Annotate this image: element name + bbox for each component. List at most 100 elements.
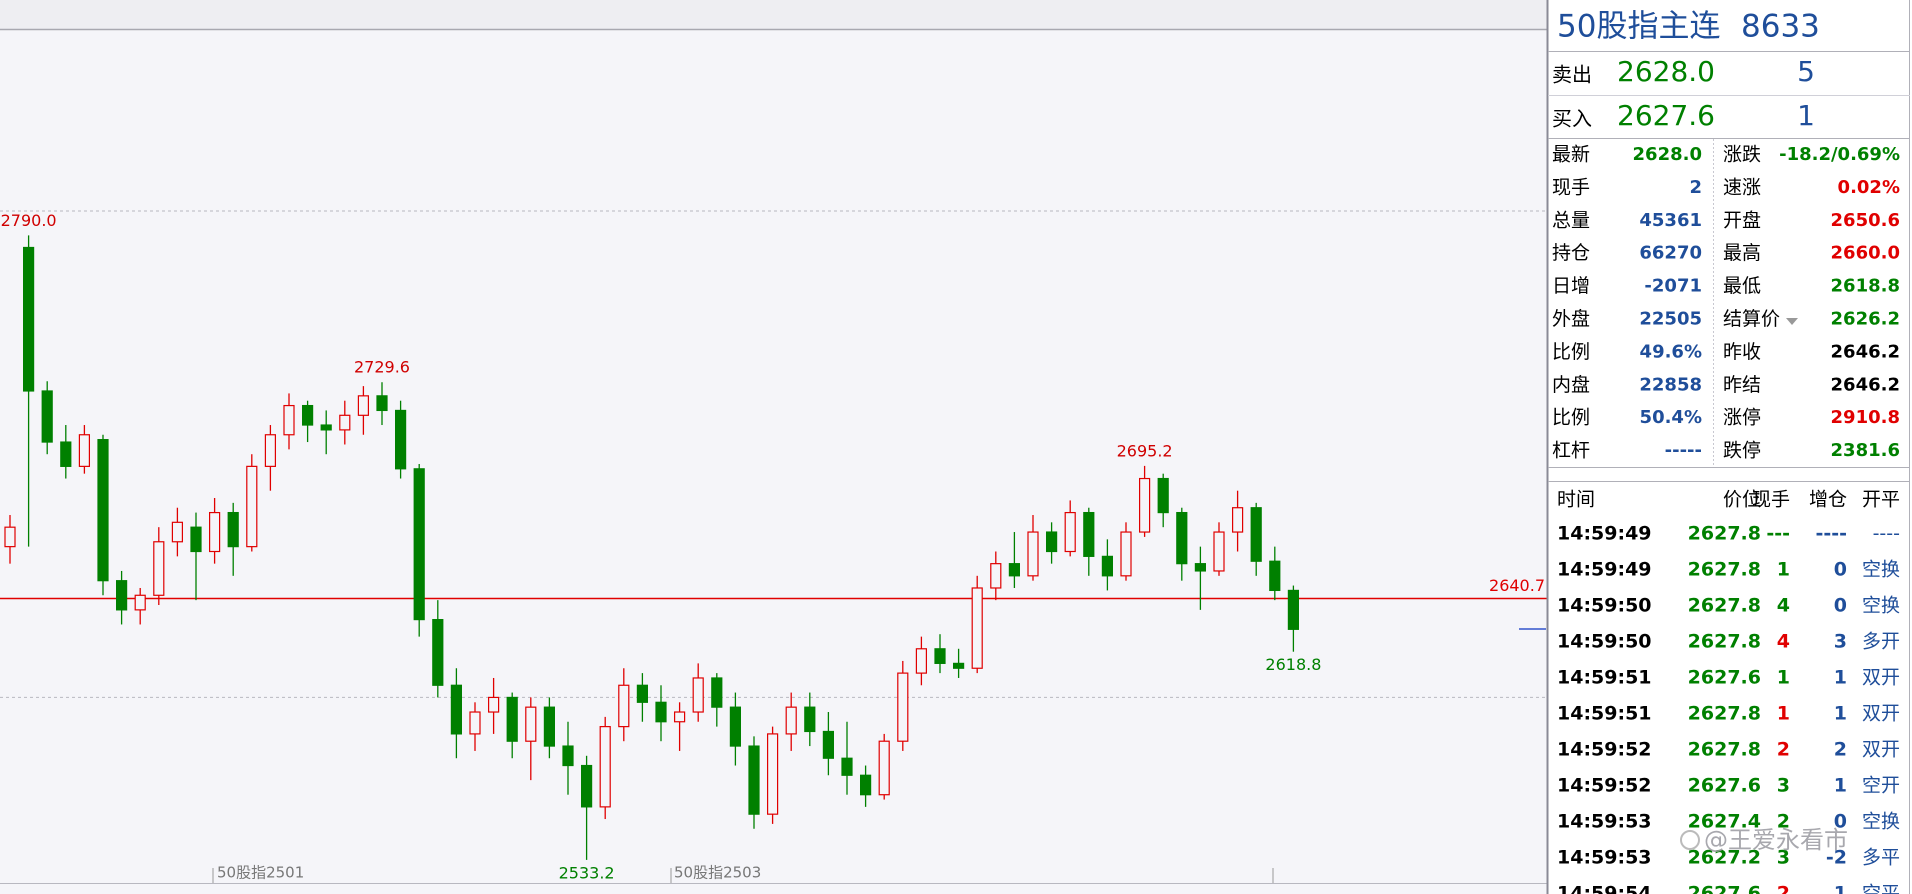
watermark-icon <box>1680 830 1700 850</box>
sell-price: 2628.0 <box>1617 55 1715 88</box>
trade-price: 2627.6 <box>1688 775 1761 797</box>
candle-body <box>580 764 593 808</box>
instrument-name: 50股指主连 <box>1557 9 1720 45</box>
candle-body <box>227 511 239 548</box>
trade-oi: 1 <box>1834 883 1847 894</box>
stat-value: 22505 <box>1639 309 1702 330</box>
candle-body <box>432 618 444 686</box>
stat-value: ----- <box>1665 440 1702 461</box>
trade-price: 2627.6 <box>1688 883 1761 894</box>
plot: 2640.7 2790.0 2729.6 2695.2 2533.2 2618.8 50股指… <box>0 210 1547 882</box>
trade-kind: 双开 <box>1862 703 1900 725</box>
dropdown-icon[interactable] <box>1786 318 1798 325</box>
candle-body <box>785 706 797 735</box>
stat-label: 内盘 <box>1552 374 1590 396</box>
candle-body <box>990 563 1002 589</box>
quote-panel <box>1547 0 1912 894</box>
trade-time: 14:59:51 <box>1557 667 1652 689</box>
candle-body <box>729 706 742 747</box>
stat-label: 昨结 <box>1723 374 1761 396</box>
trade-time: 14:59:53 <box>1557 811 1652 833</box>
stat-value: 50.4% <box>1640 407 1702 428</box>
trade-oi: 0 <box>1834 559 1847 581</box>
quote-content: 50股指主连 8633 卖出 2628.0 5 买入 2627.6 1 最新 2628.0 涨跌 -1… <box>1552 9 1900 894</box>
candle-body <box>618 684 630 728</box>
stat-value: 2660.0 <box>1831 243 1900 264</box>
trade-price: 2627.4 <box>1688 811 1761 833</box>
trade-price: 2627.8 <box>1688 559 1761 581</box>
candle-body <box>1250 507 1262 562</box>
candle-body <box>878 740 890 796</box>
candle-body <box>413 468 425 621</box>
stat-value: 0.02% <box>1838 177 1900 198</box>
candle-body <box>1157 477 1169 514</box>
candle-body <box>395 409 407 470</box>
trade-oi: 2 <box>1834 739 1847 761</box>
trade-kind: 双开 <box>1862 667 1900 689</box>
trade-time: 14:59:51 <box>1557 703 1652 725</box>
candle-body <box>841 757 853 776</box>
extreme-label: 2729.6 <box>354 358 410 377</box>
trade-time: 14:59:50 <box>1557 631 1652 653</box>
trade-price: 2627.8 <box>1688 739 1761 761</box>
candle-body <box>506 696 518 742</box>
trade-kind: 双开 <box>1862 739 1900 761</box>
trade-time: 14:59:52 <box>1557 739 1652 761</box>
trade-kind: 空开 <box>1862 775 1900 797</box>
candle-body <box>41 390 53 443</box>
candle-body <box>209 511 221 553</box>
extreme-label: 2533.2 <box>559 863 615 882</box>
candle-body <box>1287 589 1300 630</box>
stat-value: 22858 <box>1639 374 1702 395</box>
reference-label: 2640.7 <box>1489 576 1545 595</box>
candle-body <box>190 526 202 553</box>
stat-value: 2618.8 <box>1831 276 1900 297</box>
candle-body <box>1045 531 1058 553</box>
stat-label: 跌停 <box>1723 440 1761 462</box>
stat-label: 最高 <box>1723 242 1761 264</box>
stat-value: 2646.2 <box>1831 374 1900 395</box>
stat-value: 45361 <box>1639 210 1702 231</box>
trade-time: 14:59:53 <box>1557 847 1652 869</box>
trade-hand: 3 <box>1777 847 1790 869</box>
candle-body <box>1138 477 1151 533</box>
trade-kind: 多平 <box>1862 847 1900 869</box>
stat-value: 66270 <box>1639 243 1702 264</box>
instrument-code: 8633 <box>1741 9 1820 45</box>
trade-time: 14:59:50 <box>1557 595 1652 617</box>
trade-price: 2627.8 <box>1688 703 1761 725</box>
candle-body <box>450 684 462 735</box>
trade-price: 2627.8 <box>1688 523 1761 545</box>
buy-label: 买入 <box>1552 107 1592 131</box>
trade-hand: 1 <box>1777 667 1790 689</box>
trade-oi: -2 <box>1826 847 1847 869</box>
candle-body <box>673 711 686 723</box>
trade-time: 14:59:49 <box>1557 523 1652 545</box>
candle-body <box>320 424 332 431</box>
trade-header: 价位 <box>1723 489 1761 511</box>
candle-body <box>264 434 276 467</box>
candle-body <box>1083 511 1095 557</box>
trade-time: 14:59:49 <box>1557 559 1652 581</box>
candle-body <box>562 745 574 767</box>
candle-body <box>804 706 816 733</box>
trade-hand: 3 <box>1777 775 1790 797</box>
trade-kind: 多开 <box>1862 631 1900 653</box>
candle-body <box>915 648 928 674</box>
trade-hand: 2 <box>1777 811 1790 833</box>
contract-label: 50股指2501 <box>217 864 304 882</box>
stat-label: 昨收 <box>1723 341 1761 363</box>
buy-qty: 1 <box>1797 99 1815 132</box>
contract-label: 50股指2503 <box>674 864 761 882</box>
trade-header: 现手 <box>1752 489 1790 511</box>
trade-price: 2627.6 <box>1688 667 1761 689</box>
stat-value: 2910.8 <box>1831 407 1900 428</box>
trade-price: 2627.2 <box>1688 847 1761 869</box>
trade-hand: 4 <box>1777 631 1790 653</box>
stat-label: 总量 <box>1552 209 1590 231</box>
candle-body <box>4 526 16 548</box>
stat-value: -2071 <box>1644 276 1702 297</box>
trade-hand: 4 <box>1777 595 1790 617</box>
stat-label: 最低 <box>1723 275 1761 297</box>
